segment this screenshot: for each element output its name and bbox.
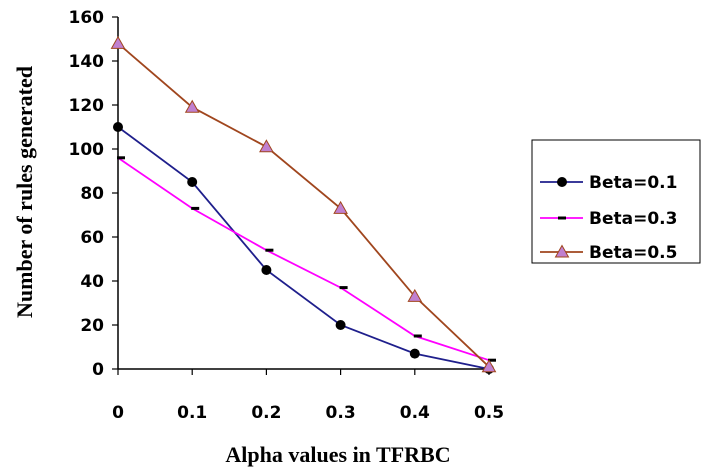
x-tick-label: 0.2	[251, 403, 281, 423]
legend-item: Beta=0.3	[540, 209, 677, 229]
data-point	[110, 35, 126, 49]
legend: Beta=0.1 Beta=0.3 Beta=0.5	[531, 139, 701, 264]
x-tick-label: 0.5	[474, 403, 504, 423]
y-tick-label: 120	[69, 96, 105, 116]
legend-item: Beta=0.5	[540, 243, 677, 263]
data-point	[259, 139, 274, 153]
legend-label: Beta=0.1	[589, 173, 677, 193]
x-tick-label: 0	[112, 403, 124, 423]
data-point	[409, 348, 420, 359]
data-point	[191, 206, 200, 210]
series-line	[117, 126, 490, 370]
y-tick-label: 140	[69, 52, 105, 72]
x-axis-title: Alpha values in TFRBC	[225, 442, 450, 467]
data-point	[261, 265, 272, 275]
y-tick-label: 0	[92, 360, 104, 380]
x-tick-label: 0.3	[326, 403, 356, 423]
data-point	[333, 200, 348, 214]
legend-marker	[557, 177, 567, 187]
data-point	[265, 248, 274, 252]
y-axis-title: Number of rules generated	[12, 66, 37, 318]
y-tick-label: 80	[80, 184, 104, 204]
legend-marker	[558, 216, 566, 220]
legend-label: Beta=0.3	[589, 209, 677, 229]
y-tick-label: 160	[69, 8, 105, 28]
data-point	[187, 177, 198, 187]
data-point	[117, 156, 125, 160]
x-tick-label: 0.4	[400, 403, 430, 423]
series-line	[117, 42, 490, 368]
data-point	[339, 286, 348, 290]
legend-marker	[554, 244, 570, 258]
x-tick-labels: 0 0.1 0.2 0.3 0.4 0.5	[112, 403, 504, 423]
data-point	[184, 99, 200, 113]
data-point	[335, 320, 346, 330]
series-line	[117, 157, 490, 362]
data-point	[413, 334, 422, 338]
x-tick-label: 0.1	[177, 403, 207, 423]
data-point	[113, 122, 123, 132]
data-point	[407, 288, 423, 302]
data-point	[481, 359, 497, 373]
y-tick-label: 40	[80, 272, 104, 292]
series-beta-0-3	[117, 156, 496, 362]
legend-item: Beta=0.1	[540, 173, 677, 193]
legend-label: Beta=0.5	[589, 243, 677, 263]
y-tick-label: 60	[80, 228, 104, 248]
series-beta-0-5	[110, 35, 497, 373]
y-tick-label: 20	[80, 316, 104, 336]
legend-box	[531, 139, 701, 264]
series-beta-0-1	[113, 122, 494, 374]
y-tick-labels: 0 20 40 60 80 100 120 140 160	[69, 8, 105, 380]
series-layer	[110, 35, 497, 374]
axes	[112, 16, 490, 375]
data-point	[488, 358, 496, 362]
y-tick-label: 100	[69, 140, 105, 160]
